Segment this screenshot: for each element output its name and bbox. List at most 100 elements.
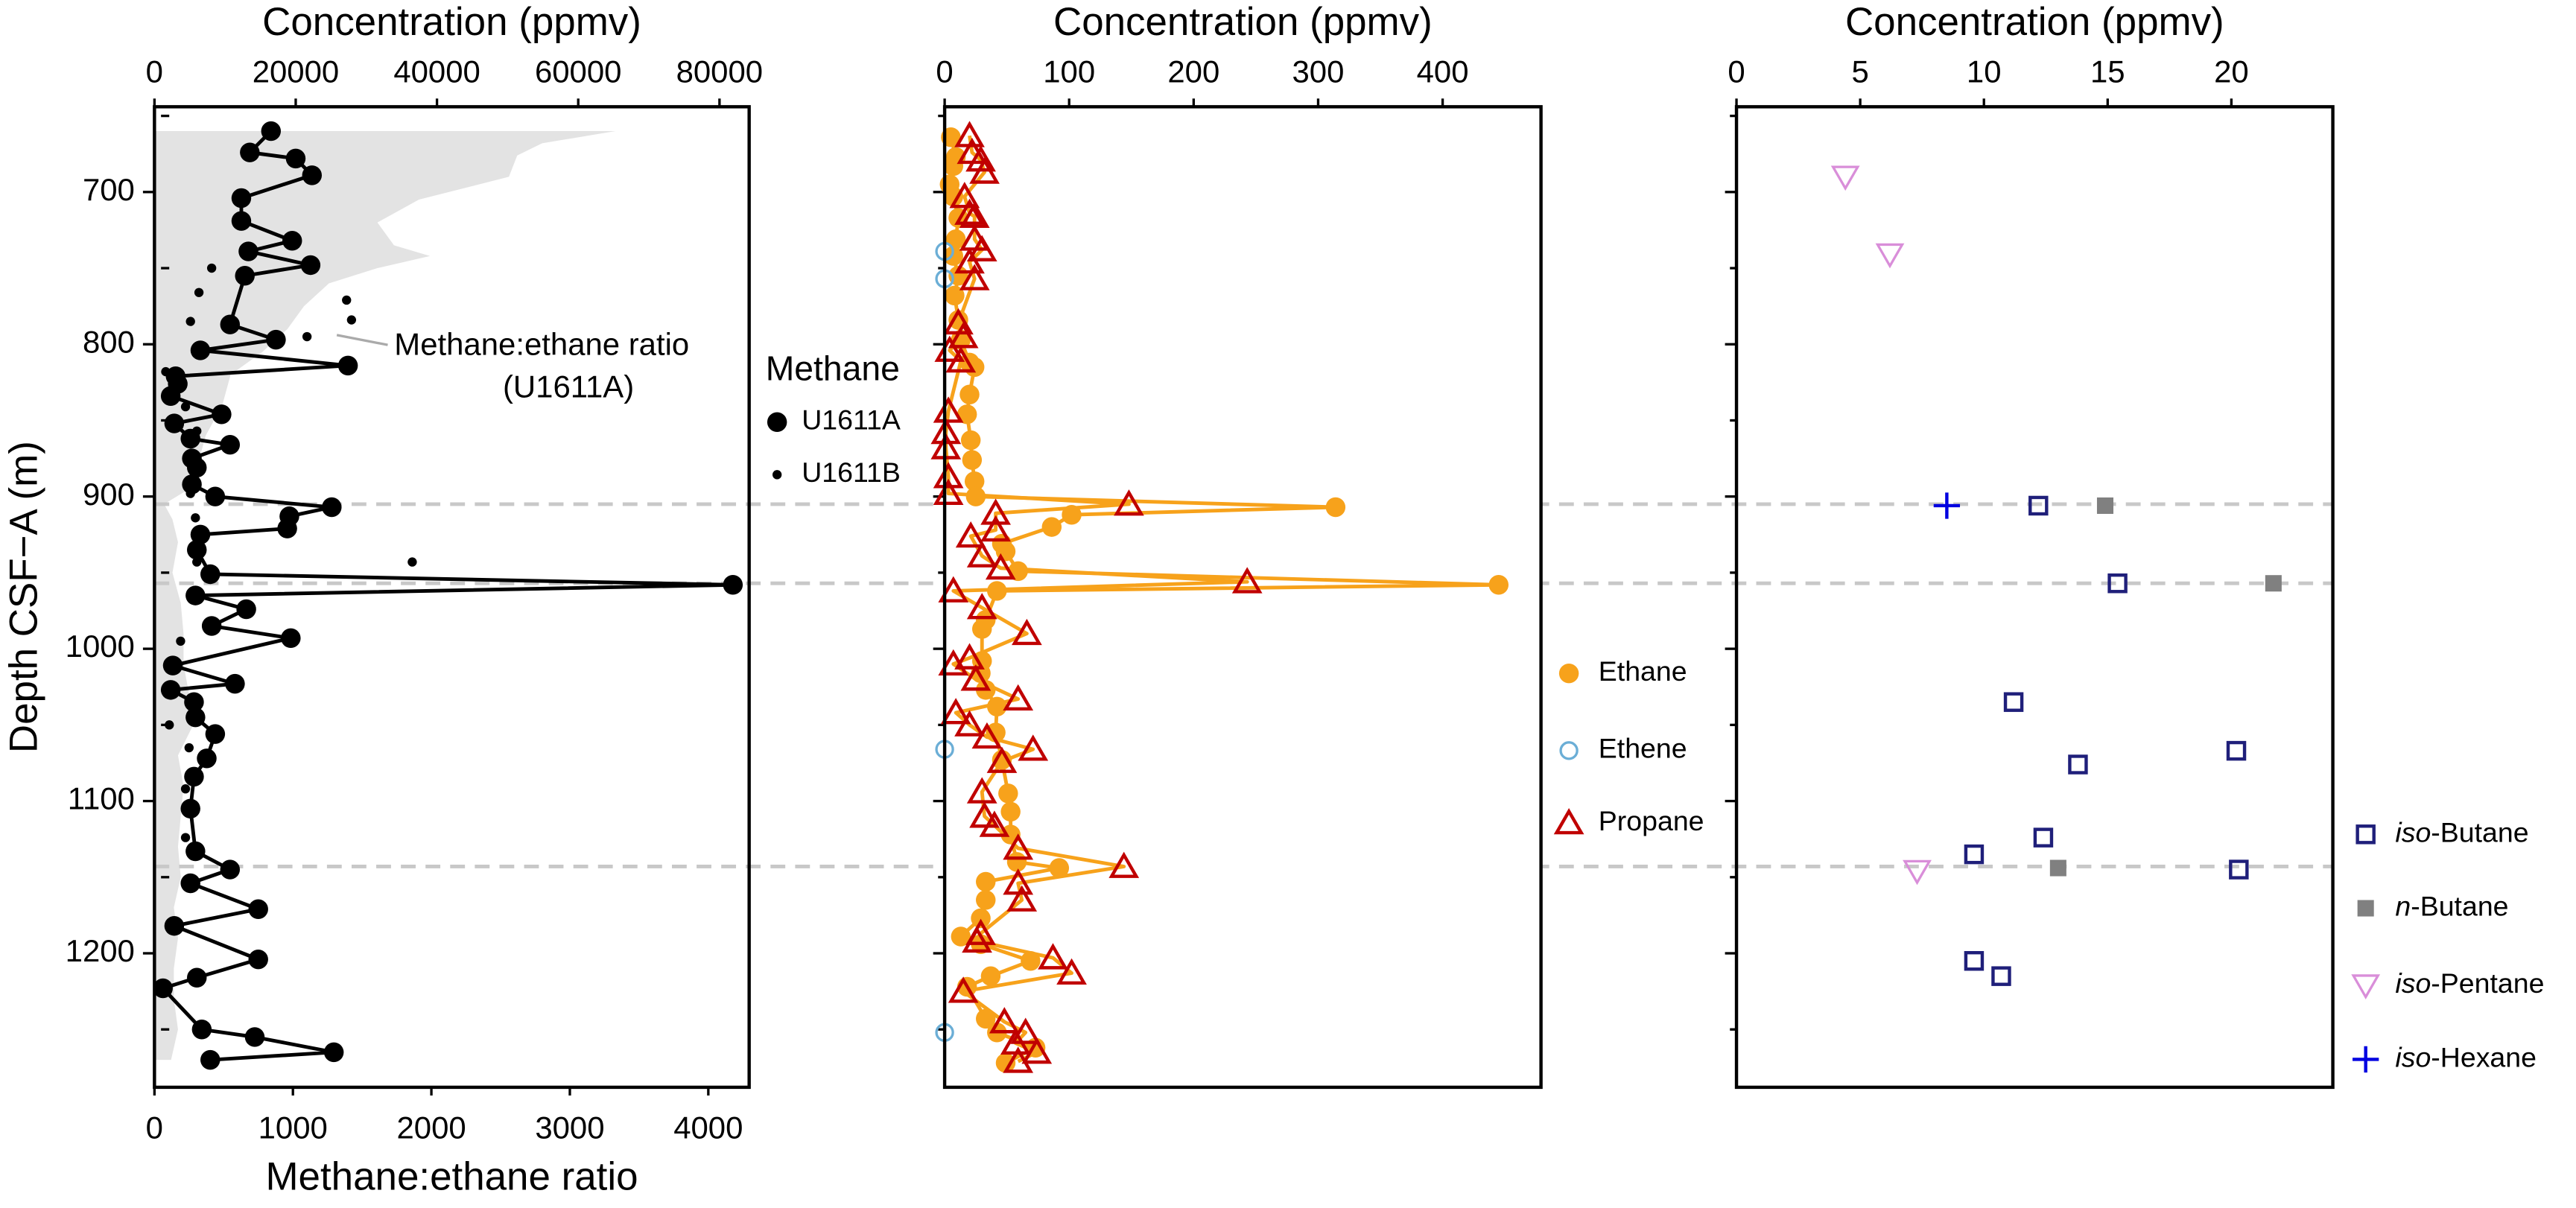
marker	[153, 978, 173, 999]
marker	[186, 540, 207, 560]
marker	[185, 841, 206, 862]
marker	[194, 287, 204, 297]
marker	[190, 524, 211, 545]
marker	[160, 386, 181, 407]
marker	[225, 673, 245, 694]
legend-label: U1611B	[802, 457, 901, 488]
marker	[1933, 492, 1961, 519]
marker	[302, 331, 312, 342]
marker	[962, 450, 983, 470]
marker	[200, 564, 221, 585]
marker	[965, 486, 986, 506]
marker	[948, 976, 979, 1003]
marker	[200, 1049, 221, 1070]
marker	[966, 593, 997, 620]
legend-label: iso-Butane	[2395, 816, 2528, 848]
marker	[723, 575, 743, 595]
marker	[185, 317, 195, 326]
marker	[206, 263, 217, 273]
x-tick-label: 0	[146, 54, 163, 89]
marker	[231, 211, 252, 231]
x-tick-label: 15	[2090, 54, 2125, 89]
marker	[2265, 575, 2282, 592]
marker	[1875, 243, 1905, 269]
marker	[1108, 851, 1140, 878]
marker	[220, 314, 241, 334]
marker	[1231, 567, 1263, 594]
marker	[300, 255, 321, 276]
marker	[2107, 573, 2128, 594]
x2-tick-label: 1000	[258, 1110, 328, 1145]
marker	[2033, 827, 2054, 848]
legend-marker	[2357, 900, 2374, 917]
x-tick-label: 300	[1292, 54, 1345, 89]
marker	[186, 457, 207, 478]
marker	[164, 413, 185, 433]
x-tick-label: 80000	[676, 54, 763, 89]
marker	[220, 859, 241, 880]
marker	[184, 692, 204, 712]
x-tick-label: 5	[1851, 54, 1868, 89]
plot-frame	[942, 105, 1543, 1090]
marker	[1003, 1046, 1034, 1073]
marker	[238, 241, 258, 261]
marker	[346, 315, 357, 325]
legend-marker	[772, 470, 782, 480]
plot-frame	[153, 105, 751, 1090]
plot-frame	[1734, 105, 2335, 1090]
marker	[220, 434, 241, 455]
marker	[192, 426, 202, 436]
x-axis-title: Concentration (ppmv)	[1053, 0, 1433, 44]
marker	[1041, 517, 1062, 537]
marker	[976, 890, 996, 910]
x2-tick-label: 2000	[396, 1110, 466, 1145]
marker	[212, 404, 232, 425]
marker	[205, 486, 226, 506]
marker	[948, 322, 979, 349]
marker	[1003, 833, 1034, 860]
marker	[1991, 966, 2011, 986]
y-tick-label: 900	[83, 477, 135, 512]
marker	[323, 1042, 344, 1063]
marker	[943, 186, 964, 207]
marker	[191, 1019, 212, 1040]
x-tick-label: 400	[1417, 54, 1469, 89]
marker	[1021, 950, 1041, 971]
marker	[1325, 497, 1346, 518]
marker	[986, 722, 1006, 743]
marker	[1018, 734, 1049, 761]
marker	[986, 746, 1018, 773]
marker	[197, 748, 217, 769]
marker	[987, 581, 1007, 601]
x2-axis-title: Methane:ethane ratio	[265, 1154, 638, 1198]
legend-label: U1611A	[802, 404, 901, 436]
marker	[959, 264, 990, 290]
legend-marker	[2355, 824, 2376, 845]
marker	[2226, 740, 2247, 761]
marker	[180, 784, 191, 794]
y-tick-label: 1200	[66, 933, 135, 968]
marker	[976, 871, 996, 892]
x-tick-label: 200	[1167, 54, 1219, 89]
marker	[185, 707, 206, 728]
marker	[322, 497, 342, 518]
marker	[2003, 692, 2024, 712]
marker	[281, 628, 301, 649]
marker	[1964, 950, 1985, 971]
marker	[933, 396, 964, 423]
legend-label: Ethene	[1599, 733, 1687, 764]
marker	[945, 229, 966, 249]
marker	[285, 148, 306, 169]
marker	[1114, 489, 1144, 516]
marker	[954, 198, 985, 225]
marker	[971, 908, 991, 929]
marker	[995, 1052, 1016, 1073]
marker	[1000, 801, 1021, 822]
marker	[180, 401, 191, 412]
ratio-area	[154, 131, 616, 1061]
marker	[980, 966, 1001, 986]
series-line	[944, 135, 1249, 1064]
marker	[980, 498, 1011, 525]
